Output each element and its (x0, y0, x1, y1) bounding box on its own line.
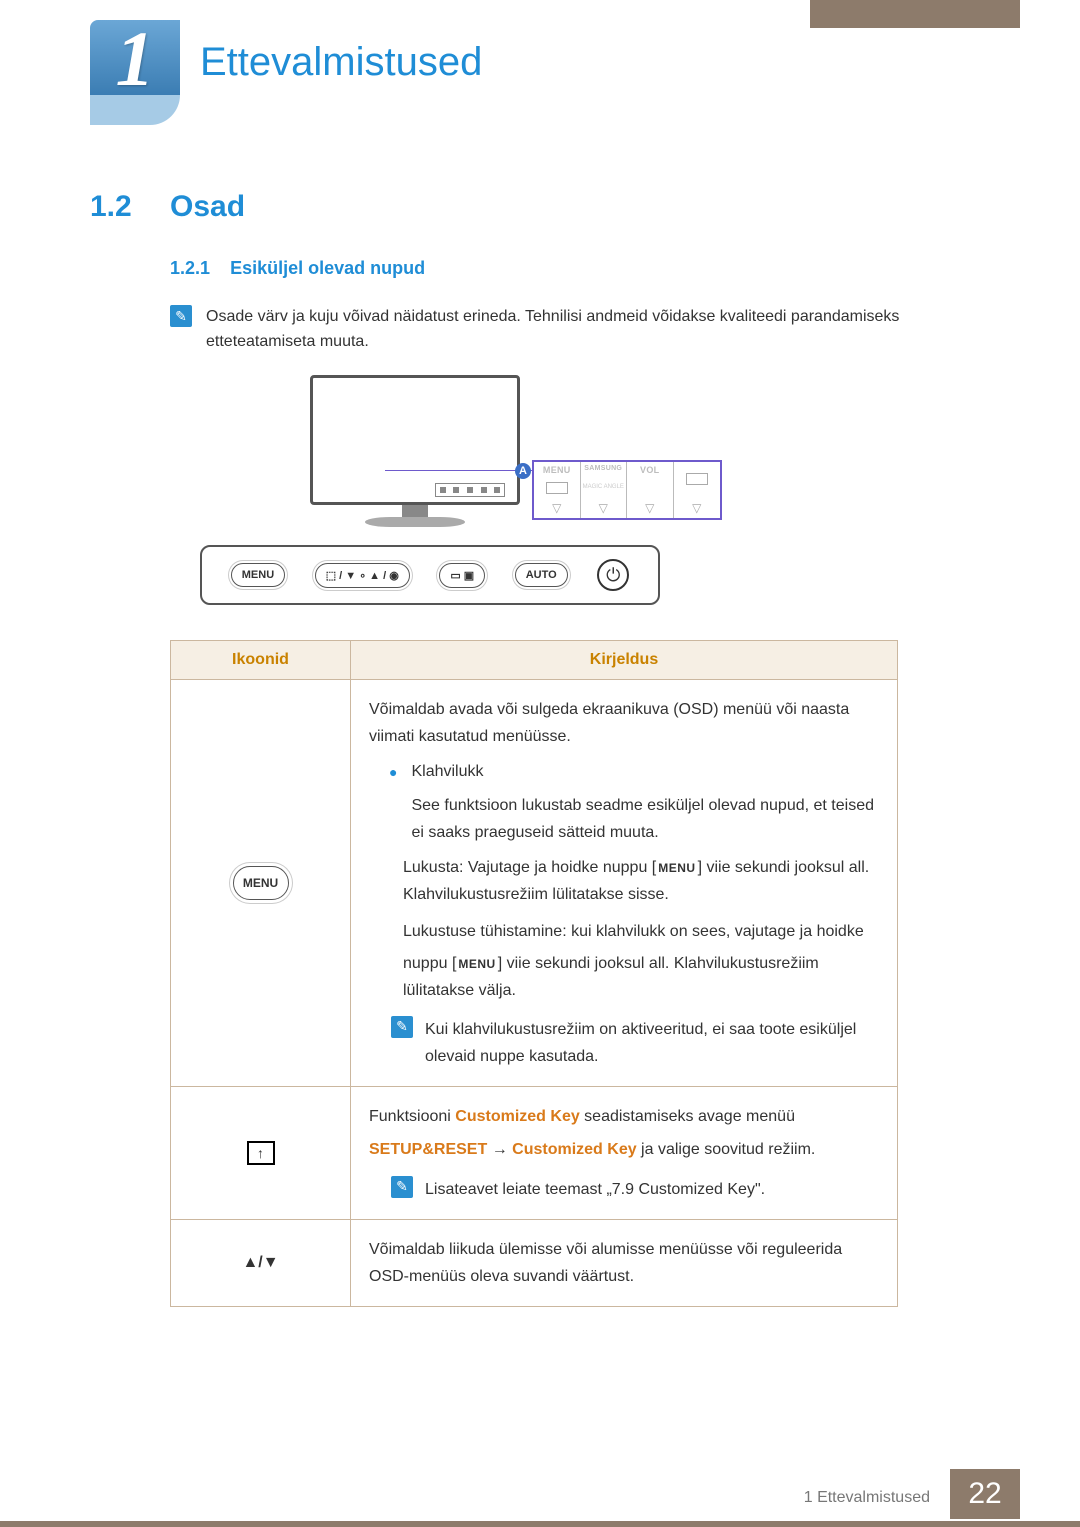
row2-note: ✎ Lisateavet leiate teemast „7.9 Customi… (391, 1176, 879, 1203)
desc-cell-updown: Võimaldab liikuda ülemisse või alumisse … (351, 1219, 898, 1306)
bullet-dot: ● (389, 761, 397, 846)
intro-note-text: Osade värv ja kuju võivad näidatust erin… (206, 305, 950, 355)
note-icon: ✎ (170, 305, 192, 327)
footer-bar (0, 1521, 1080, 1527)
monitor-illustration (310, 375, 520, 525)
note-icon: ✎ (391, 1016, 413, 1038)
customkey-line1: Funktsiooni Customized Key seadistamisek… (369, 1103, 879, 1130)
table-row: ▲/▼ Võimaldab liikuda ülemisse või alumi… (171, 1219, 898, 1306)
unlock-line1: Lukustuse tühistamine: kui klahvilukk on… (403, 918, 879, 945)
menu-button-icon: MENU (233, 866, 289, 900)
subsection-heading: 1.2.1 Esiküljel olevad nupud (170, 258, 425, 279)
subsection-title: Esiküljel olevad nupud (230, 258, 425, 278)
chapter-title: Ettevalmistused (200, 40, 482, 85)
panel-nav-button: ⬚ / ▼ ∘ ▲ / ◉ (315, 563, 410, 588)
callout-label-a: A (515, 463, 531, 479)
unlock-line2: nuppu [MENU] viie sekundi jooksul all. K… (403, 950, 879, 1004)
updown-icon: ▲/▼ (242, 1254, 278, 1271)
customized-key-icon: ↑ (247, 1141, 275, 1165)
front-panel-buttons: MENU ⬚ / ▼ ∘ ▲ / ◉ ▭ ▣ AUTO ⏻ (200, 545, 660, 605)
table-row: MENU Võimaldab avada või sulgeda ekraani… (171, 680, 898, 1087)
icon-cell-updown: ▲/▼ (171, 1219, 351, 1306)
icon-cell-customkey: ↑ (171, 1087, 351, 1220)
footer-text: 1 Ettevalmistused (804, 1489, 930, 1507)
row2-note-text: Lisateavet leiate teemast „7.9 Customize… (425, 1176, 765, 1203)
lock-line: Lukusta: Vajutage ja hoidke nuppu [MENU]… (403, 854, 879, 908)
th-icons: Ikoonid (171, 641, 351, 680)
inline-menu-label: MENU (656, 858, 697, 878)
th-desc: Kirjeldus (351, 641, 898, 680)
inline-menu-label: MENU (456, 954, 497, 974)
panel-menu-button: MENU (231, 563, 285, 587)
osd-callout: MENU▽ SAMSUNGMAGIC ANGLE▽ VOL▽ ▽ (532, 460, 722, 520)
panel-power-button: ⏻ (597, 559, 629, 591)
customkey-line2: SETUP&RESET → Customized Key ja valige s… (369, 1136, 879, 1163)
page-number: 22 (950, 1469, 1020, 1519)
section-title: Osad (170, 190, 245, 224)
panel-auto-button: AUTO (515, 563, 568, 587)
icon-cell-menu: MENU (171, 680, 351, 1087)
panel-source-button: ▭ ▣ (439, 563, 485, 588)
table-row: ↑ Funktsiooni Customized Key seadistamis… (171, 1087, 898, 1220)
intro-note: ✎ Osade värv ja kuju võivad näidatust er… (170, 305, 950, 355)
front-buttons-diagram: A MENU▽ SAMSUNGMAGIC ANGLE▽ VOL▽ ▽ MENU … (200, 375, 760, 620)
desc-intro: Võimaldab avada või sulgeda ekraanikuva … (369, 696, 879, 750)
bullet-body: See funktsioon lukustab seadme esiküljel… (411, 792, 879, 846)
chapter-number: 1 (90, 14, 180, 104)
row1-note: ✎ Kui klahvilukustusrežiim on aktiveerit… (391, 1016, 879, 1070)
note-icon: ✎ (391, 1176, 413, 1198)
chapter-badge: 1 (90, 20, 180, 120)
desc-cell-customkey: Funktsiooni Customized Key seadistamisek… (351, 1087, 898, 1220)
bullet-title: Klahvilukk (411, 758, 879, 785)
icons-description-table: Ikoonid Kirjeldus MENU Võimaldab avada v… (170, 640, 898, 1307)
header-accent-bar (810, 0, 1020, 28)
subsection-number: 1.2.1 (170, 258, 210, 278)
section-number: 1.2 (90, 190, 132, 224)
row1-note-text: Kui klahvilukustusrežiim on aktiveeritud… (425, 1016, 879, 1070)
desc-cell-menu: Võimaldab avada või sulgeda ekraanikuva … (351, 680, 898, 1087)
